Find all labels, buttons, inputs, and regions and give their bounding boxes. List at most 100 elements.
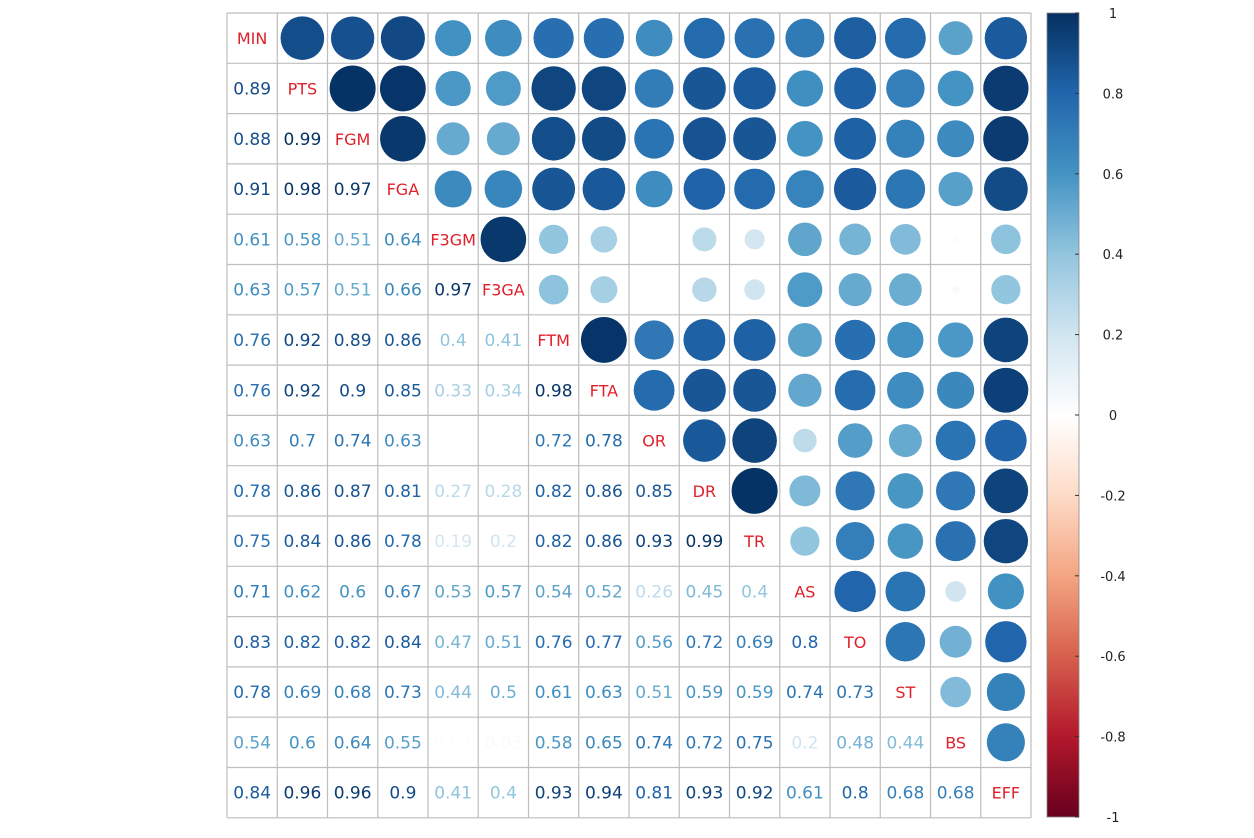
coef-label: 0.51	[334, 281, 372, 301]
coef-circle	[635, 19, 673, 57]
colorbar-tick-label: 0.2	[1103, 329, 1124, 344]
coef-circle	[889, 273, 922, 307]
coef-label: 0.51	[334, 230, 372, 250]
coef-label: 0.54	[535, 582, 573, 602]
coef-label: 0.51	[484, 633, 522, 653]
coef-circle	[634, 320, 674, 360]
coef-circle	[936, 371, 975, 409]
coef-circle	[786, 120, 823, 157]
coef-circle	[983, 317, 1029, 363]
coef-circle	[733, 67, 776, 110]
coef-circle	[531, 66, 576, 111]
coef-circle	[991, 224, 1021, 255]
coef-circle	[785, 170, 824, 208]
coef-circle	[692, 277, 717, 302]
coef-circle	[435, 20, 472, 57]
coef-circle	[983, 367, 1029, 413]
coef-circle	[580, 317, 627, 363]
coef-label: 0.27	[434, 482, 472, 502]
variable-label-ftm: FTM	[537, 331, 570, 350]
coef-label: 0.59	[685, 683, 723, 703]
coef-circle	[733, 117, 777, 161]
coef-circle	[485, 19, 522, 57]
coef-circle	[887, 523, 924, 559]
coef-label: 0.6	[339, 582, 366, 602]
coef-label: 0.26	[635, 582, 673, 602]
coef-label: 0.82	[283, 633, 321, 653]
colorbar-tick-label: -0.4	[1100, 570, 1125, 585]
coef-circle	[380, 115, 426, 162]
coef-label: 0.51	[635, 683, 673, 703]
coef-circle	[935, 521, 976, 562]
coef-circle	[787, 322, 822, 357]
colorbar-tick-label: 0.8	[1103, 87, 1124, 102]
coef-circle	[985, 621, 1027, 663]
coef-circle	[532, 167, 576, 211]
colorbar-tick-label: -1	[1107, 811, 1120, 826]
coef-label: 0.9	[339, 381, 366, 401]
coef-label: 0.97	[334, 180, 372, 200]
coef-label: 0.69	[736, 633, 774, 653]
coef-circle	[683, 17, 725, 59]
variable-label-min: MIN	[237, 29, 268, 48]
coef-circle	[888, 424, 922, 458]
coef-circle	[734, 168, 776, 210]
coef-label: 0.58	[535, 733, 573, 753]
coef-label: 0.87	[334, 482, 372, 502]
coef-label: 0.64	[384, 230, 422, 250]
coef-label: 0.89	[233, 79, 271, 99]
coef-label: 0.52	[585, 582, 623, 602]
coef-label: 0.69	[283, 683, 321, 703]
coef-circle	[834, 570, 876, 613]
coef-circle	[938, 21, 973, 56]
coef-label: 0.89	[334, 331, 372, 351]
coef-circle	[436, 122, 470, 156]
coef-label: 0.96	[334, 784, 372, 804]
coef-circle	[937, 70, 974, 107]
coef-label: 0.68	[937, 784, 975, 804]
coef-label: 0.94	[585, 784, 623, 804]
coef-circle	[280, 16, 325, 60]
coef-label: 0.41	[484, 331, 522, 351]
coef-label: 0.19	[434, 532, 472, 552]
coef-circle	[485, 70, 521, 106]
coef-circle	[835, 521, 875, 561]
coef-label: 0.78	[384, 532, 422, 552]
coef-circle	[834, 319, 876, 361]
coef-circle	[682, 67, 726, 110]
coef-label: 0.61	[535, 683, 573, 703]
coef-label: 0.48	[836, 733, 874, 753]
coef-circle	[531, 116, 576, 161]
coef-label: 0.93	[535, 784, 573, 804]
variable-label-or: OR	[642, 432, 666, 451]
coef-label: 0.86	[384, 331, 422, 351]
coef-label: 0.86	[283, 482, 321, 502]
coef-label: 0.76	[233, 381, 271, 401]
coef-circle	[744, 229, 765, 250]
coef-circle	[940, 676, 971, 708]
colorbar-tick-label: 0	[1109, 409, 1117, 424]
coef-circle	[951, 285, 960, 294]
coef-label: 0.98	[535, 381, 573, 401]
coef-circle	[834, 17, 877, 60]
coef-circle	[533, 17, 574, 59]
coef-circle	[583, 17, 625, 59]
variable-label-to: TO	[843, 633, 866, 652]
variable-label-st: ST	[895, 683, 915, 702]
variable-label-fgm: FGM	[335, 130, 370, 149]
coef-circle	[839, 223, 871, 256]
variable-label-pts: PTS	[288, 79, 318, 98]
coef-circle	[983, 65, 1029, 112]
coef-label: 0.73	[836, 683, 874, 703]
coef-label: 0.55	[384, 733, 422, 753]
coef-label: 0.82	[535, 482, 573, 502]
coef-label: 0.8	[791, 633, 818, 653]
coef-circle	[938, 322, 974, 358]
coef-circle	[887, 473, 924, 509]
coef-label: 0	[498, 432, 509, 452]
coef-circle	[833, 167, 877, 211]
coef-label: 0.76	[535, 633, 573, 653]
colorbar-tick-label: -0.8	[1100, 731, 1125, 746]
variable-label-f3ga: F3GA	[482, 281, 525, 300]
coef-label: 0.54	[233, 733, 271, 753]
